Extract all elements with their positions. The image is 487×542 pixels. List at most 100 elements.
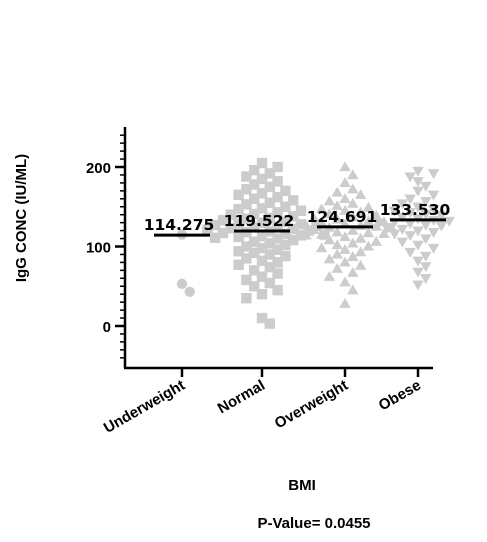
data-point-obese xyxy=(435,221,448,232)
y-tick-label: 100 xyxy=(86,240,111,257)
mean-lines: 114.275 119.522 124.691 133.530 xyxy=(144,201,451,237)
data-point-obese xyxy=(412,267,424,278)
data-point-obese xyxy=(388,229,401,240)
data-point-overweight xyxy=(323,208,336,219)
data-point-overweight xyxy=(347,251,359,261)
data-point-normal xyxy=(272,233,283,244)
data-point-obese xyxy=(427,190,440,201)
data-point-overweight xyxy=(331,200,343,211)
data-point-overweight xyxy=(331,239,343,250)
data-point-normal xyxy=(233,246,244,257)
data-point-normal xyxy=(202,224,213,236)
data-point-normal xyxy=(249,236,260,247)
x-tick-label: Normal xyxy=(215,377,268,418)
data-point-normal xyxy=(249,265,260,276)
data-point-normal xyxy=(272,244,283,255)
data-point-obese xyxy=(404,247,416,258)
data-point-overweight xyxy=(339,298,351,308)
data-point-normal xyxy=(295,205,307,216)
data-point-normal xyxy=(249,222,260,233)
data-point-normal xyxy=(256,173,268,185)
data-point-obese xyxy=(443,216,455,227)
data-point-normal xyxy=(288,234,299,246)
data-point-normal xyxy=(249,179,260,190)
data-point-normal xyxy=(233,203,244,215)
data-point-normal xyxy=(272,257,283,268)
data-point-normal xyxy=(272,161,283,173)
data-point-obese xyxy=(427,228,440,238)
data-point-normal xyxy=(256,188,268,199)
data-point-overweight xyxy=(370,209,382,220)
y-tick-label: 200 xyxy=(86,160,111,177)
data-point-normal xyxy=(249,193,260,204)
data-point-normal xyxy=(256,312,268,324)
data-point-obese xyxy=(412,202,424,213)
x-tick-label: Underweight xyxy=(101,377,188,437)
data-point-overweight xyxy=(370,220,382,231)
data-point-obese xyxy=(420,274,432,285)
data-point-normal xyxy=(280,239,291,251)
data-point-normal xyxy=(288,211,299,222)
data-point-normal xyxy=(264,181,275,193)
data-point-normal xyxy=(272,285,283,296)
data-point-obese xyxy=(427,243,440,254)
data-point-obese xyxy=(404,219,416,230)
data-point-overweight xyxy=(315,216,328,227)
data-point-normal xyxy=(256,289,268,300)
mean-label-normal: 119.522 xyxy=(224,212,295,230)
y-tick-label: 0 xyxy=(103,319,111,336)
data-point-overweight xyxy=(347,183,359,194)
data-point-normal xyxy=(264,212,275,224)
data-point-normal xyxy=(241,241,252,252)
data-point-overweight xyxy=(362,240,375,251)
data-point-obese xyxy=(420,197,432,207)
data-point-normal xyxy=(272,192,283,203)
data-point-overweight xyxy=(331,213,343,224)
data-point-normal xyxy=(217,215,229,226)
data-point-normal xyxy=(241,292,252,304)
data-point-overweight xyxy=(315,203,328,214)
data-point-overweight xyxy=(378,228,390,238)
data-point-obese xyxy=(420,234,432,245)
data-point-obese xyxy=(412,177,424,188)
data-point-overweight xyxy=(323,270,336,281)
data-point-obese xyxy=(420,251,432,262)
data-point-overweight xyxy=(308,224,320,234)
data-point-overweight xyxy=(347,211,359,222)
data-point-normal xyxy=(241,213,252,224)
data-point-obese xyxy=(381,223,393,234)
p-value-footnote: P-Value= 0.0455 xyxy=(258,515,371,532)
data-point-obese xyxy=(404,172,416,183)
data-point-normal xyxy=(264,249,275,260)
data-point-overweight xyxy=(362,215,375,226)
data-point-obese xyxy=(412,240,424,251)
data-point-obese xyxy=(427,204,440,215)
data-point-normal xyxy=(295,230,307,241)
data-point-overweight xyxy=(347,237,359,248)
data-point-normal xyxy=(233,189,244,201)
data-point-normal xyxy=(256,217,268,228)
axes: 0 100 200 Underweight Normal Overweight Obese xyxy=(86,127,433,437)
data-point-normal xyxy=(264,277,275,289)
data-point-normal xyxy=(256,203,268,214)
mean-label-obese: 133.530 xyxy=(380,201,451,219)
data-point-overweight xyxy=(315,228,328,239)
data-point-normal xyxy=(280,201,291,212)
data-point-normal xyxy=(264,318,275,329)
data-point-normal xyxy=(210,232,221,243)
data-point-obese xyxy=(412,280,424,291)
data-point-overweight xyxy=(354,189,367,199)
data-point-overweight xyxy=(347,197,359,208)
data-point-overweight xyxy=(323,234,336,245)
data-point-obese xyxy=(420,181,432,192)
y-axis-label: IgG CONC (IU/ML) xyxy=(13,154,30,282)
data-point-overweight xyxy=(354,206,367,217)
data-point-normal xyxy=(256,157,268,169)
data-point-normal xyxy=(225,209,236,220)
data-point-normal xyxy=(225,223,236,234)
data-point-overweight xyxy=(315,242,328,253)
data-point-normal xyxy=(280,216,291,228)
data-point-obese xyxy=(373,218,385,229)
data-point-overweight xyxy=(339,243,351,254)
